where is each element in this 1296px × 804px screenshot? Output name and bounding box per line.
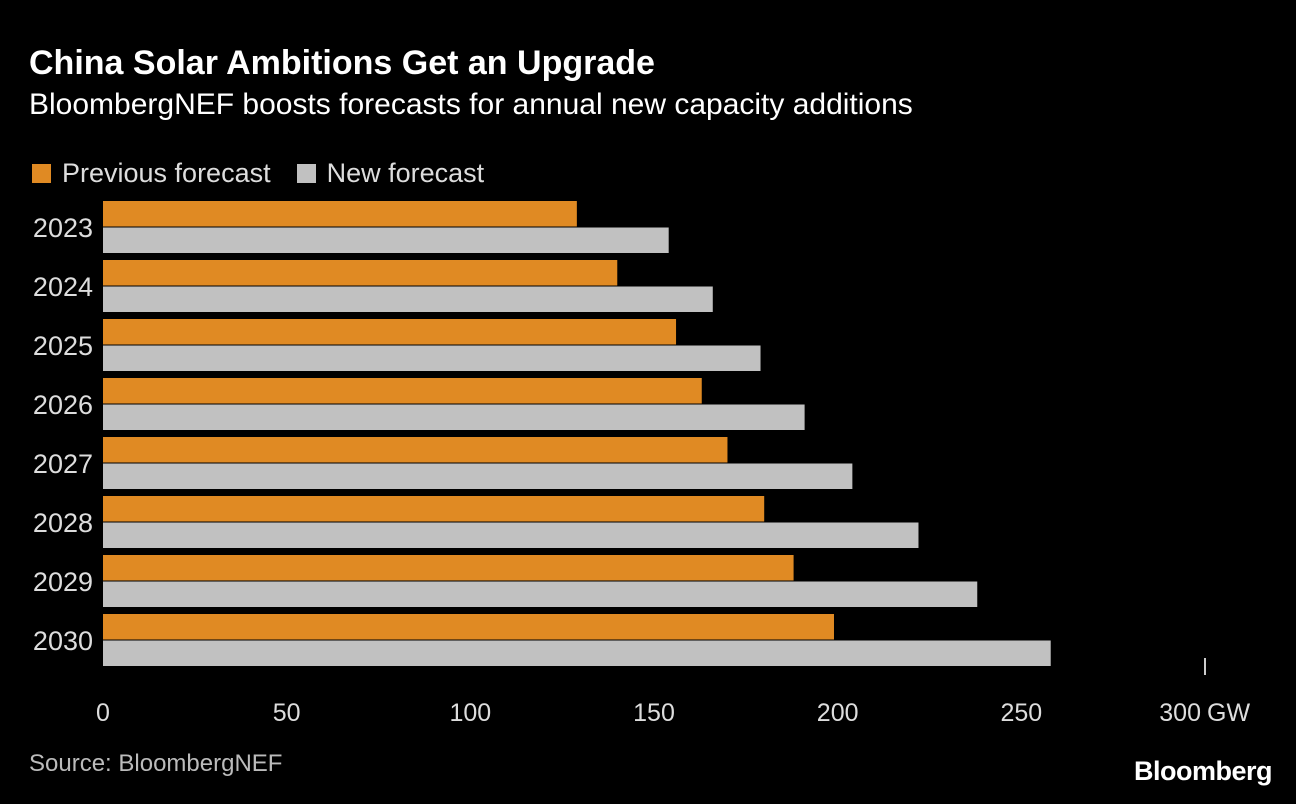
bar-new-2029 [103,581,978,607]
y-tick-label: 2023 [33,213,93,243]
x-unit-label: GW [1207,699,1250,727]
bar-previous-2026 [103,378,702,404]
y-tick-label: 2024 [33,272,93,302]
x-tick-label: 200 [817,699,859,727]
legend-swatch-new [296,164,316,183]
y-tick-label: 2030 [33,626,93,656]
bar-new-2023 [103,227,669,253]
y-tick-label: 2025 [33,331,93,361]
x-tick-label: 300 [1159,699,1201,727]
chart-title: China Solar Ambitions Get an Upgrade [29,44,655,82]
y-tick-label: 2027 [33,449,93,479]
bar-previous-2029 [103,555,794,581]
bar-previous-2027 [103,437,728,463]
bar-new-2030 [103,640,1051,666]
legend-label-previous: Previous forecast [62,158,271,188]
bar-previous-2028 [103,496,765,522]
legend-item-new: New forecast [296,158,485,189]
bar-new-2028 [103,522,919,548]
x-tick-label: 50 [273,699,301,727]
bar-new-2026 [103,404,805,430]
legend: Previous forecast New forecast [32,158,510,189]
chart-subtitle: BloombergNEF boosts forecasts for annual… [29,88,913,121]
x-tick-label: 100 [449,699,491,727]
bar-new-2027 [103,463,853,489]
source-note: Source: BloombergNEF [29,750,283,777]
legend-item-previous: Previous forecast [32,158,271,189]
x-tick-label: 150 [633,699,675,727]
bar-previous-2025 [103,319,677,345]
bloomberg-logo: Bloomberg [1133,756,1273,786]
bar-new-2024 [103,286,713,312]
y-tick-label: 2026 [33,390,93,420]
y-tick-label: 2028 [33,508,93,538]
bar-previous-2030 [103,614,834,640]
legend-swatch-previous [32,164,51,183]
y-tick-label: 2029 [33,567,93,597]
x-tick-label: 250 [1000,699,1042,727]
bar-previous-2024 [103,260,618,286]
bar-previous-2023 [103,201,577,227]
bar-new-2025 [103,345,761,371]
x-tick-label: 0 [96,699,110,727]
legend-label-new: New forecast [326,158,485,188]
